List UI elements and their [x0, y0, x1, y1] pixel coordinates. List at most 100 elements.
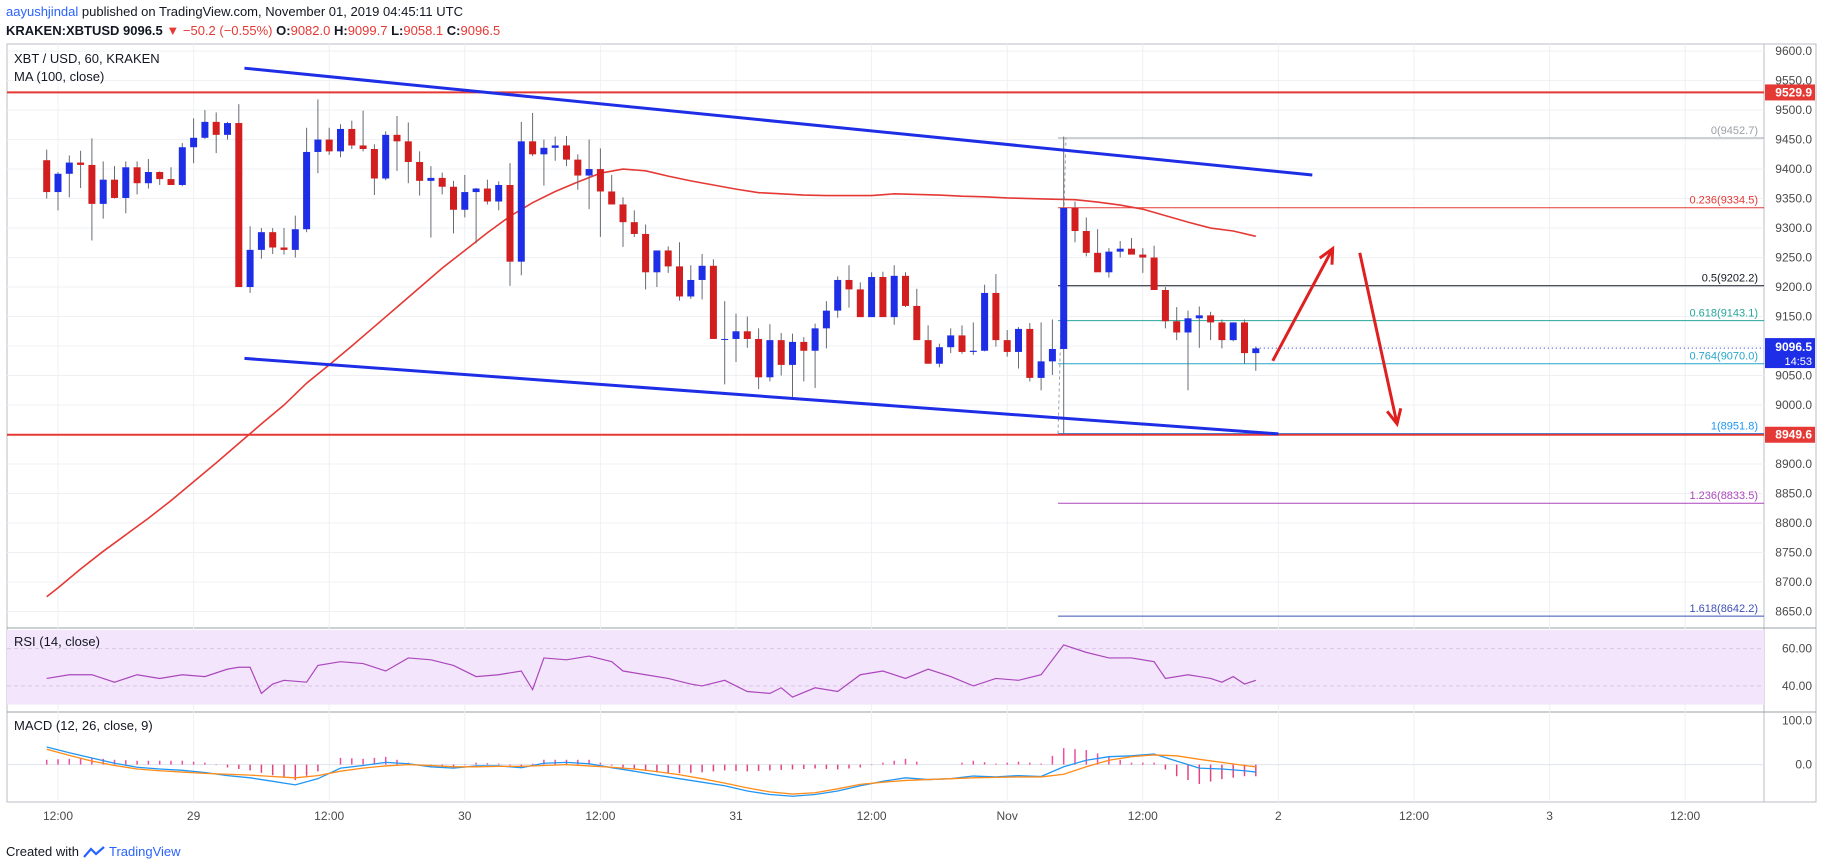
macd-pane: [7, 746, 1764, 797]
candle-up: [811, 328, 819, 351]
fib-level-label: 0(9452.7): [1711, 125, 1758, 137]
chart-frame: [6, 43, 1817, 803]
rsi-pane: [46, 644, 1256, 698]
candle-up: [766, 340, 774, 378]
chart-header: aayushjindal published on TradingView.co…: [6, 2, 1816, 40]
candle-down: [1071, 207, 1079, 231]
candle-down: [450, 186, 457, 210]
fib-level-label: 1.618(8642.2): [1690, 603, 1759, 615]
x-tick-label: 12:00: [585, 809, 615, 823]
candle-down: [156, 172, 164, 180]
candle-down: [608, 191, 616, 205]
author-link[interactable]: aayushjindal: [6, 4, 79, 19]
candle-down: [924, 340, 932, 364]
rsi-legend-label: RSI (14, close): [14, 634, 100, 649]
publish-line: aayushjindal published on TradingView.co…: [6, 2, 1816, 21]
candle-up: [1015, 328, 1022, 352]
price-tick-label: 9400.0: [1775, 162, 1812, 176]
candle-down: [1173, 321, 1181, 333]
candle-down: [1003, 340, 1011, 352]
candle-up: [1252, 348, 1260, 354]
candle-up: [540, 147, 548, 155]
candle-down: [856, 289, 864, 318]
candle-down: [359, 145, 367, 150]
ohlc-line: KRAKEN:XBTUSD 9096.5 ▼ −50.2 (−0.55%) O:…: [6, 21, 1816, 40]
rsi-tick-label: 40.00: [1782, 679, 1812, 693]
macd-tick-label: 100.0: [1782, 714, 1812, 728]
created-with-text: Created with: [6, 844, 79, 859]
candle-down: [348, 128, 356, 146]
price-label-badge-text: 8949.6: [1775, 428, 1812, 442]
candle-down: [280, 247, 288, 250]
candle-up: [1195, 315, 1203, 319]
current-price-text: 9096.5: [1775, 340, 1812, 354]
price-tick-label: 9500.0: [1775, 103, 1812, 117]
price-tick-label: 8800.0: [1775, 516, 1812, 530]
fib-level-label: 0.5(9202.2): [1702, 273, 1758, 285]
price-tick-label: 9350.0: [1775, 192, 1812, 206]
candle-up: [981, 292, 989, 351]
price-change: ▼ −50.2 (−0.55%): [166, 23, 273, 38]
price-tick-label: 8700.0: [1775, 575, 1812, 589]
high-label: H:: [333, 23, 348, 38]
last-price: 9096.5: [123, 23, 163, 38]
candle-down: [992, 292, 1000, 341]
projection-arrow: [1358, 252, 1399, 425]
candle-up: [314, 139, 322, 152]
candle-down: [800, 341, 808, 351]
candle-down: [88, 164, 96, 204]
macd-tick-label: 0.0: [1795, 758, 1812, 772]
price-tick-label: 9050.0: [1775, 369, 1812, 383]
candle-down: [483, 188, 491, 202]
fib-level-label: 1.236(8833.5): [1690, 490, 1759, 502]
fib-level-label: 1(8951.8): [1711, 420, 1758, 432]
candle-down: [1218, 322, 1226, 341]
candle-down: [404, 141, 412, 162]
candle-down: [755, 338, 763, 378]
tradingview-brand[interactable]: TradingView: [108, 844, 181, 859]
price-pane: [7, 66, 1764, 617]
x-tick-label: 31: [729, 809, 743, 823]
fib-anchor-line: [1057, 137, 1067, 434]
candle-up: [1116, 248, 1124, 252]
candle-down: [1207, 315, 1215, 323]
candle-down: [111, 179, 118, 198]
candle-up: [1105, 251, 1113, 273]
rsi-tick-label: 60.00: [1782, 642, 1812, 656]
candle-down: [235, 123, 243, 288]
open-value: 9082.0: [290, 23, 331, 38]
candle-down: [845, 279, 853, 290]
candle-down: [370, 149, 378, 179]
candle-down: [630, 222, 638, 234]
candle-down: [664, 250, 672, 267]
candle-up: [224, 123, 231, 135]
candle-up: [822, 310, 830, 329]
x-tick-label: 30: [458, 809, 472, 823]
price-tick-label: 8900.0: [1775, 457, 1812, 471]
candle-down: [1161, 289, 1169, 322]
candle-down: [902, 275, 909, 306]
candle-down: [1150, 257, 1158, 290]
candle-up: [969, 350, 977, 352]
candle-down: [1094, 252, 1102, 273]
candle-up: [122, 167, 130, 198]
price-label-badge-text: 9529.9: [1775, 85, 1812, 99]
price-tick-label: 9550.0: [1775, 74, 1812, 88]
candle-down: [596, 169, 604, 192]
candle-down: [77, 162, 85, 165]
x-tick-label: 29: [187, 809, 201, 823]
ticker-symbol: KRAKEN:XBTUSD: [6, 23, 120, 38]
candle-down: [133, 167, 141, 184]
candle-down: [1026, 328, 1034, 378]
candle-up: [789, 341, 796, 365]
candle-up: [246, 249, 254, 288]
price-label-badge: [1765, 426, 1815, 443]
candle-down: [1082, 230, 1090, 253]
price-tick-label: 9000.0: [1775, 398, 1812, 412]
candle-up: [495, 184, 503, 202]
candle-up: [257, 232, 265, 250]
ma100-line: [46, 168, 1256, 598]
candle-up: [698, 265, 706, 280]
candle-down: [743, 331, 751, 339]
